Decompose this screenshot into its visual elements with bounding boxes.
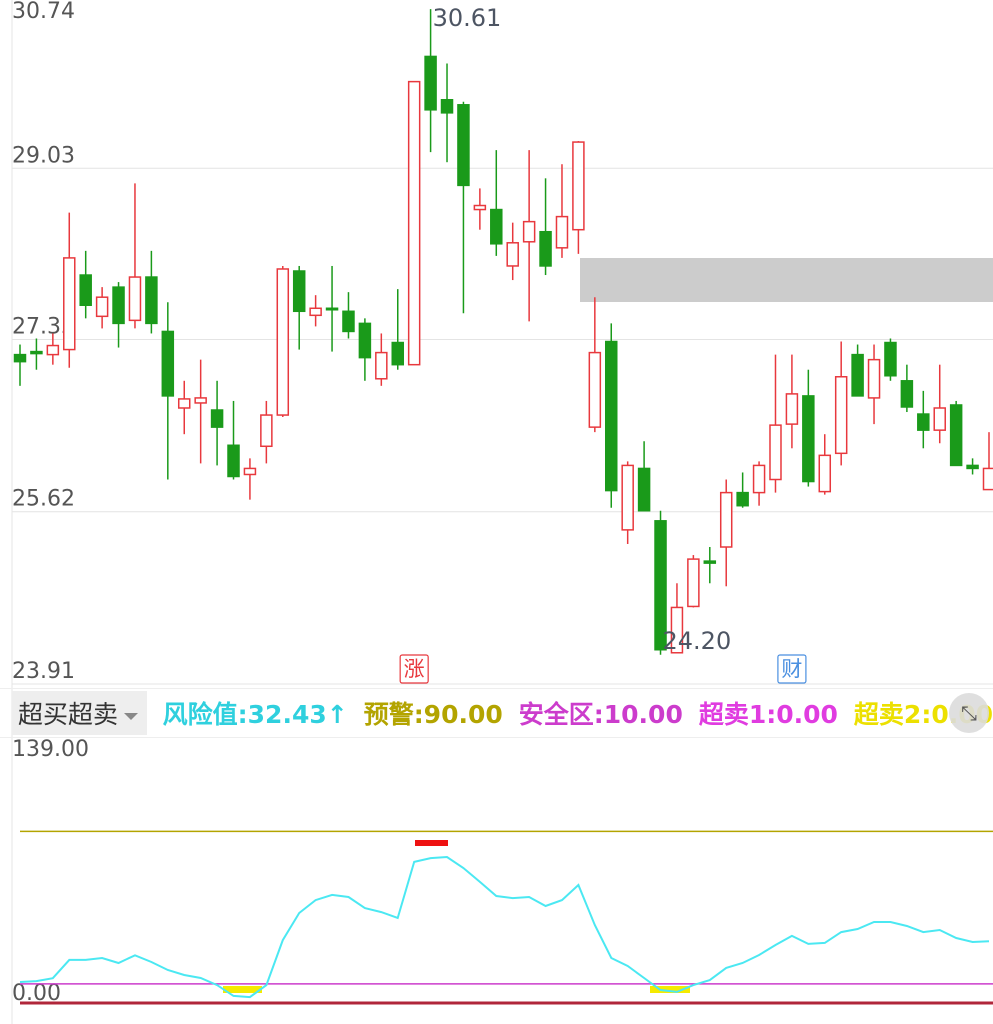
candle-body	[982, 467, 993, 491]
candle-body	[687, 558, 700, 608]
price-annotation: 30.61	[433, 4, 502, 32]
candle-body	[539, 230, 552, 267]
candle-body	[654, 520, 667, 651]
candle-body	[719, 491, 733, 548]
candle-body	[194, 397, 207, 404]
candle-body	[572, 141, 585, 231]
y-tick-label: 25.62	[12, 487, 75, 512]
price-zone	[580, 258, 993, 302]
candle-body	[588, 351, 602, 428]
indicator-select[interactable]: 超买超卖	[12, 691, 147, 735]
expand-button[interactable]: ⤡	[949, 693, 989, 733]
candle-body	[785, 393, 799, 425]
candle-body	[161, 330, 175, 397]
event-marker-box	[777, 654, 807, 684]
candle-body	[522, 220, 536, 243]
candle-body	[917, 413, 930, 431]
candle-body	[703, 560, 717, 564]
candle-body	[128, 276, 142, 322]
candle-body	[407, 80, 421, 366]
overbought-signal	[415, 840, 448, 846]
oversold-signal	[223, 986, 262, 993]
candle-body	[391, 341, 404, 366]
candle-body	[325, 307, 339, 311]
candle-body	[884, 341, 897, 377]
candle-body	[834, 376, 848, 455]
legend-entry: 预警:90.00	[363, 700, 503, 729]
candle-body	[457, 104, 470, 187]
candle-body	[30, 350, 43, 355]
candle-body	[260, 414, 273, 448]
candle-body	[440, 99, 454, 114]
legend-entry: 风险值:32.43↑	[162, 700, 348, 729]
candle-body	[145, 276, 158, 325]
candle-body	[375, 351, 388, 380]
y-tick-label: 29.03	[12, 143, 75, 168]
candle-body	[63, 257, 76, 351]
candle-body	[358, 322, 372, 359]
candle-body	[79, 274, 92, 306]
candle-body	[818, 454, 832, 493]
candle-body	[966, 464, 979, 470]
event-marker-box	[399, 654, 429, 684]
event-marker: 涨	[404, 657, 425, 681]
y-tick-label: 139.00	[12, 737, 89, 762]
price-annotation: 24.20	[663, 627, 732, 655]
candle-body	[605, 340, 618, 492]
candle-body	[555, 215, 569, 249]
indicator-bar: 超买超卖 风险值:32.43↑ 预警:90.00 安全区:10.00 超卖1:0.00…	[0, 688, 993, 738]
y-tick-label: 23.91	[12, 659, 75, 684]
candle-body	[769, 424, 782, 481]
candle-body	[309, 307, 322, 317]
candle-body	[506, 242, 519, 267]
candle-body	[13, 353, 27, 363]
candle-body	[473, 204, 487, 211]
candle-body	[210, 409, 224, 428]
candle-body	[46, 344, 60, 356]
candle-body	[851, 353, 864, 397]
candle-body	[292, 270, 306, 313]
oversold-signal	[650, 986, 690, 993]
candle-body	[243, 467, 257, 476]
candle-body	[177, 398, 191, 409]
candle-body	[276, 268, 290, 416]
legend-entry: 超卖1:0.00	[698, 700, 838, 729]
candle-body	[342, 310, 355, 333]
candle-body	[670, 606, 684, 654]
candle-body	[900, 380, 914, 408]
candle-body	[867, 358, 881, 399]
candle-body	[424, 55, 437, 111]
candle-body	[736, 491, 749, 507]
candle-body	[227, 444, 240, 478]
candle-body	[490, 208, 503, 245]
candle-body	[802, 395, 815, 483]
y-tick-label: 30.74	[12, 0, 75, 24]
candle-body	[95, 296, 109, 318]
candle-body	[637, 467, 651, 512]
candle-body	[752, 464, 766, 494]
candle-body	[949, 404, 963, 467]
legend-entry: 安全区:10.00	[518, 700, 683, 729]
event-marker: 财	[781, 657, 802, 681]
indicator-line	[19, 855, 990, 999]
candle-body	[933, 407, 946, 431]
candle-body	[112, 286, 125, 325]
candle-body	[621, 464, 634, 531]
